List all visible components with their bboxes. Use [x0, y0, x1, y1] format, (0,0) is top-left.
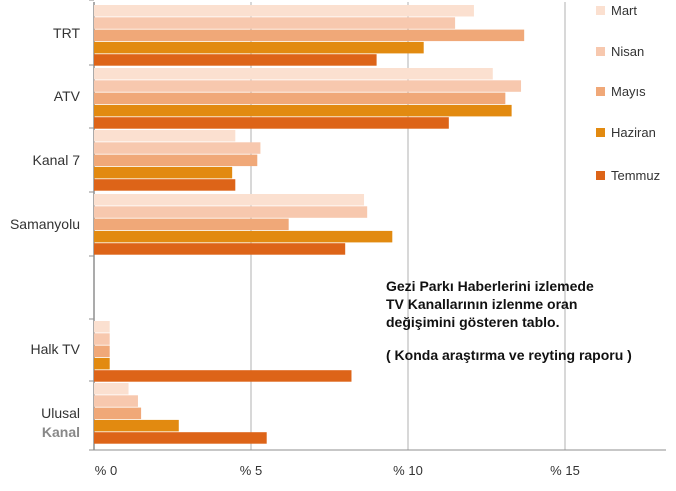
bar-trt-0: [94, 5, 474, 17]
legend-label-1: Nisan: [611, 44, 644, 59]
bar-trt-2: [94, 29, 525, 42]
legend-swatch-0: [596, 6, 605, 15]
legend-swatch-4: [596, 171, 605, 180]
bar-samanyolu-1: [94, 206, 368, 218]
legend: Mart Nisan Mayıs Haziran Temmuz: [596, 3, 660, 183]
category-label: Halk TV: [30, 341, 80, 357]
bar-halk-tv-1: [94, 333, 110, 345]
category-label: Kanal 7: [33, 152, 81, 168]
bar-ulusal-kanal-0: [94, 383, 129, 395]
annotation-line-1: Gezi Parkı Haberlerini izlemede: [386, 278, 594, 294]
annotation-line-2: TV Kanallarının izlenme oran: [386, 296, 578, 312]
bar-ulusal-kanal-4: [94, 432, 267, 444]
bar-samanyolu-3: [94, 230, 393, 243]
annotation-line-3: değişimini gösteren tablo.: [386, 314, 560, 330]
x-tick-label: % 10: [393, 463, 423, 478]
bar-halk-tv-4: [94, 370, 352, 382]
x-tick-label: % 15: [550, 463, 580, 478]
bar-kanal-7-4: [94, 179, 236, 191]
bar-halk-tv-0: [94, 321, 110, 333]
bar-atv-0: [94, 68, 493, 80]
x-tick-label: % 5: [240, 463, 262, 478]
bar-atv-1: [94, 80, 522, 92]
bar-ulusal-kanal-3: [94, 419, 179, 432]
bar-kanal-7-1: [94, 142, 261, 154]
legend-swatch-1: [596, 47, 605, 56]
category-label: Kanal: [42, 424, 80, 440]
bars-layer: [94, 5, 525, 444]
category-label: ATV: [54, 88, 81, 104]
bar-kanal-7-3: [94, 166, 233, 179]
chart-annotation: Gezi Parkı Haberlerini izlemede TV Kanal…: [386, 277, 676, 364]
bar-atv-2: [94, 92, 506, 105]
category-labels: TRT ATV Kanal 7 Samanyolu Halk TV Ulusal Kanal: [10, 25, 81, 440]
bar-ulusal-kanal-2: [94, 407, 142, 420]
bar-trt-4: [94, 54, 377, 66]
x-tick-label: % 0: [95, 463, 117, 478]
bar-halk-tv-2: [94, 345, 110, 358]
bar-samanyolu-4: [94, 243, 346, 255]
legend-label-2: Mayıs: [611, 84, 646, 99]
category-label: TRT: [53, 25, 80, 41]
legend-label-0: Mart: [611, 3, 637, 18]
legend-swatch-2: [596, 87, 605, 96]
legend-label-4: Temmuz: [611, 168, 660, 183]
category-label: Samanyolu: [10, 216, 80, 232]
bar-kanal-7-0: [94, 130, 236, 142]
legend-swatch-3: [596, 128, 605, 137]
bar-trt-3: [94, 41, 424, 54]
legend-label-3: Haziran: [611, 125, 656, 140]
x-axis-tick-labels: % 0 % 5 % 10 % 15: [95, 463, 580, 478]
bar-ulusal-kanal-1: [94, 395, 138, 407]
bar-samanyolu-2: [94, 218, 289, 231]
bar-samanyolu-0: [94, 194, 365, 206]
bar-trt-1: [94, 17, 456, 29]
bar-halk-tv-3: [94, 357, 110, 370]
category-label: Ulusal: [41, 405, 80, 421]
bar-atv-3: [94, 104, 512, 117]
bar-kanal-7-2: [94, 154, 258, 167]
bar-atv-4: [94, 117, 449, 129]
annotation-source: ( Konda araştırma ve reyting raporu ): [386, 347, 632, 363]
